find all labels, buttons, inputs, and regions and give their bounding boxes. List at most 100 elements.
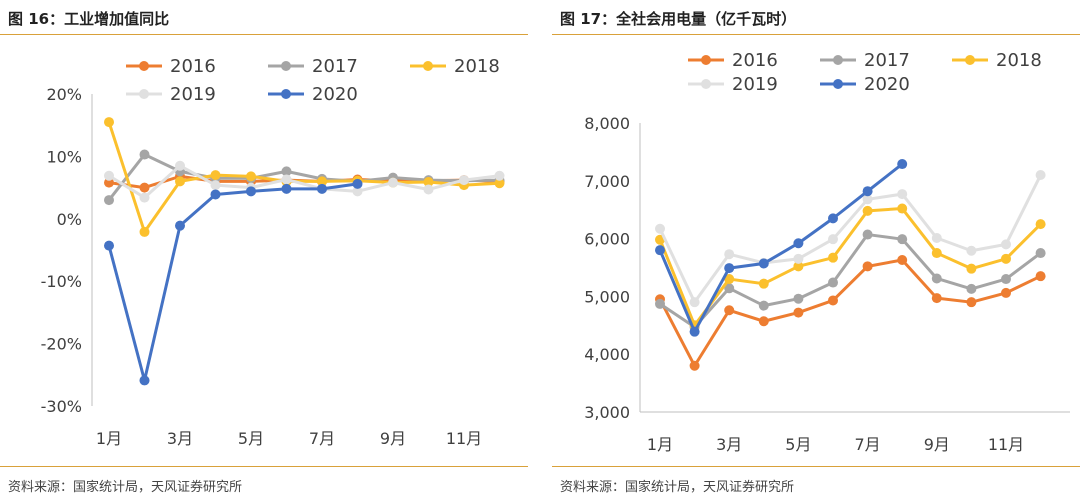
x-tick-label: 5月 [785, 435, 811, 454]
legend-item-2019: 2019 [126, 84, 216, 105]
y-tick-label: 4,000 [584, 345, 630, 364]
data-point-2018 [139, 226, 150, 237]
data-point-2020 [175, 220, 185, 231]
legend-swatch-marker [701, 55, 711, 65]
data-point-2017 [104, 195, 114, 206]
data-point-2018 [724, 274, 735, 285]
legend-item-2020: 2020 [820, 74, 910, 95]
series-line-2018 [658, 207, 1042, 327]
series-line-2016 [658, 258, 1042, 368]
series-line-2017 [107, 153, 500, 202]
legend-label: 2018 [454, 56, 500, 77]
series-line-2019 [108, 164, 500, 200]
data-point-2017 [966, 283, 977, 294]
y-tick-label: 3,000 [584, 403, 630, 422]
line-chart-industrial-value-added: 20% 10% 0% -10% -20% -30% 1月 3月 5月 7月 9月 11月 2016 201… [41, 56, 505, 448]
legend-item-2018: 2018 [952, 50, 1042, 71]
data-point-2016 [862, 261, 873, 272]
y-tick-label: 10% [46, 147, 82, 166]
data-point-2018 [1035, 219, 1046, 230]
y-tick-label: 7,000 [584, 172, 630, 191]
legend-item-2017: 2017 [820, 50, 910, 71]
data-point-2020 [828, 213, 838, 224]
data-point-2019 [931, 233, 942, 244]
data-point-2019 [494, 170, 505, 181]
data-point-2018 [1001, 253, 1011, 264]
data-point-2019 [724, 249, 735, 260]
series-line-2019 [658, 174, 1042, 304]
data-point-2020 [689, 326, 700, 337]
x-tick-label: 1月 [96, 429, 122, 448]
x-tick-label: 5月 [238, 429, 264, 448]
data-point-2016 [139, 182, 150, 193]
legend-label: 2020 [312, 84, 358, 105]
y-tick-label: -20% [41, 335, 82, 354]
x-tick-label: 3月 [716, 435, 742, 454]
data-point-2017 [897, 234, 908, 245]
x-tick-label: 9月 [924, 435, 950, 454]
legend-swatch-marker [965, 55, 975, 65]
data-point-2019 [828, 234, 838, 245]
legend-label: 2019 [170, 84, 216, 105]
data-point-2017 [281, 166, 292, 177]
legend-label: 2018 [996, 50, 1042, 71]
series-line-2020 [107, 182, 358, 382]
legend-swatch-marker [701, 79, 711, 89]
data-point-2020 [317, 183, 327, 194]
data-point-2020 [281, 183, 292, 194]
legend-swatch-marker [281, 61, 291, 71]
legend-item-2017: 2017 [268, 56, 358, 77]
data-point-2020 [862, 186, 873, 197]
data-point-2016 [897, 254, 908, 265]
chart-title: 图 16：工业增加值同比 [8, 10, 170, 28]
data-point-2017 [828, 277, 838, 288]
y-tick-label: 6,000 [584, 230, 630, 249]
data-point-2019 [1001, 239, 1011, 250]
legend-label: 2017 [312, 56, 358, 77]
data-point-2017 [139, 149, 150, 160]
data-point-2020 [104, 240, 114, 251]
legend-item-2019: 2019 [688, 74, 778, 95]
data-point-2017 [793, 293, 804, 304]
series-line-2017 [659, 233, 1042, 329]
y-tick-label: 8,000 [584, 114, 630, 133]
data-point-2020 [897, 159, 908, 170]
data-point-2018 [494, 178, 505, 189]
data-point-2018 [793, 261, 804, 272]
data-point-2019 [862, 194, 873, 205]
data-point-2016 [758, 316, 769, 327]
y-tick-label: 5,000 [584, 287, 630, 306]
source-divider [0, 466, 528, 467]
data-point-2016 [1001, 287, 1011, 298]
legend-label: 2016 [732, 50, 778, 71]
legend-item-2018: 2018 [410, 56, 500, 77]
data-point-2018 [966, 263, 977, 274]
data-point-2017 [862, 229, 873, 240]
data-point-2020 [793, 238, 804, 249]
legend-label: 2016 [170, 56, 216, 77]
legend-swatch-marker [139, 61, 149, 71]
data-point-2020 [139, 375, 150, 386]
data-point-2018 [828, 252, 838, 263]
x-tick-label: 7月 [855, 435, 881, 454]
legend-item-2016: 2016 [688, 50, 778, 71]
line-chart-electricity-consumption: 8,000 7,000 6,000 5,000 4,000 3,000 1月 3月 5月 7月 9月… [584, 50, 1070, 454]
y-tick-label: 0% [57, 210, 82, 229]
legend-swatch-marker [281, 89, 291, 99]
data-point-2020 [210, 189, 221, 200]
data-point-2018 [246, 171, 256, 182]
legend-swatch-marker [833, 79, 843, 89]
data-point-2017 [758, 300, 769, 311]
legend-label: 2017 [864, 50, 910, 71]
data-point-2016 [724, 305, 735, 316]
data-point-2017 [1001, 274, 1011, 285]
data-point-2018 [862, 205, 873, 216]
data-point-2017 [931, 273, 942, 284]
legend-swatch-marker [423, 61, 433, 71]
x-tick-label: 9月 [380, 429, 406, 448]
data-point-2016 [931, 293, 942, 304]
legend-label: 2019 [732, 74, 778, 95]
title-divider [0, 34, 528, 35]
data-point-2019 [281, 174, 292, 185]
data-point-2018 [317, 176, 327, 187]
